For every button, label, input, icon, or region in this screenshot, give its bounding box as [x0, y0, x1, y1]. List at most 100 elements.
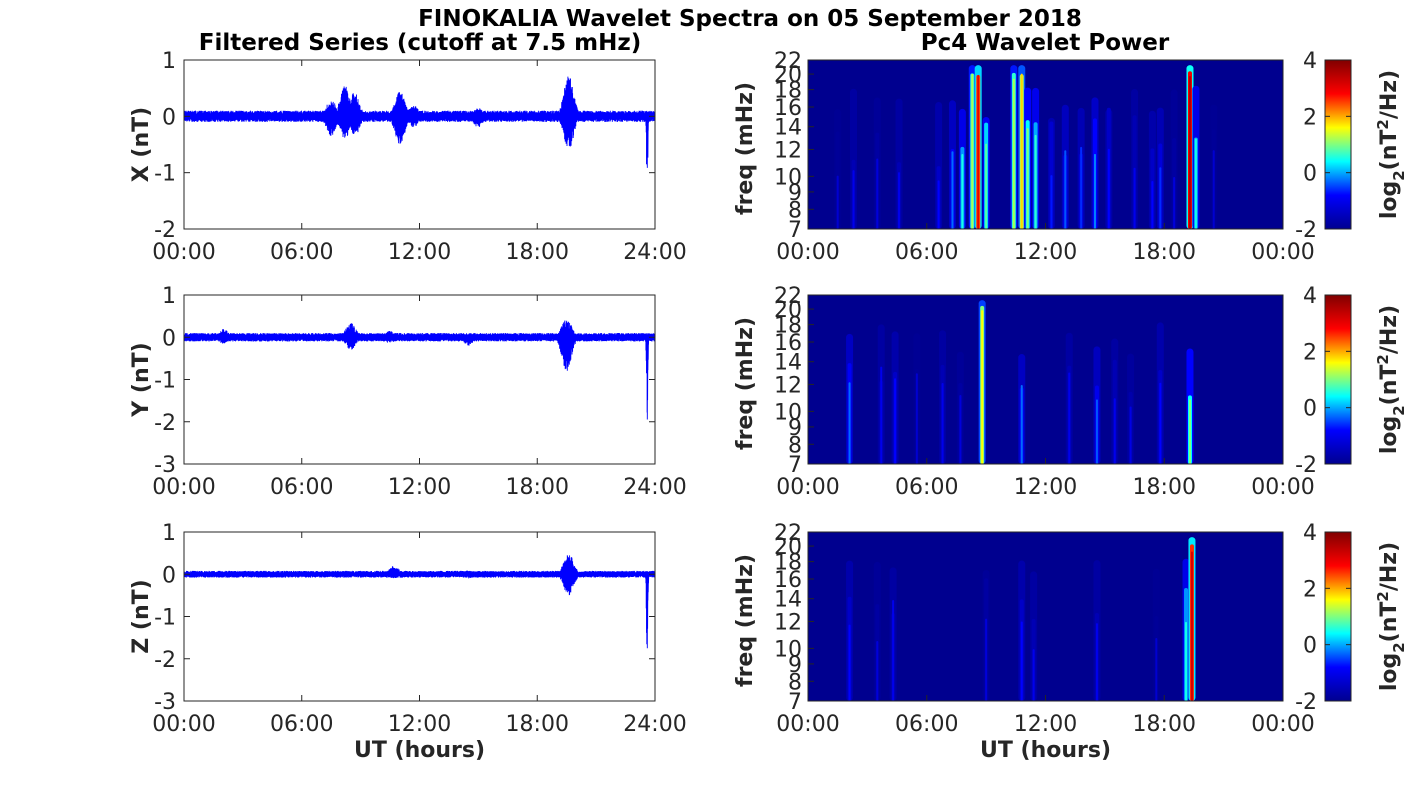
power-streak	[852, 170, 855, 229]
power-streak	[1212, 150, 1215, 229]
colorbar-tick-label: 2	[1303, 340, 1317, 365]
y-tick-label: 10	[774, 165, 802, 190]
y-tick-label: 16	[774, 96, 802, 121]
power-streak	[894, 378, 897, 464]
plot-area	[184, 60, 655, 229]
colorbar-tick-label: 4	[1303, 49, 1317, 74]
y-tick-label: 10	[774, 400, 802, 425]
x-tick-label: 12:00	[1014, 240, 1077, 265]
x-tick-label: 12:00	[388, 240, 451, 265]
colorbar-tick-label: 4	[1303, 521, 1317, 546]
power-streak	[1155, 638, 1158, 701]
x-tick-label: 00:00	[1251, 475, 1314, 500]
y-tick-label: 0	[162, 326, 176, 351]
colorbar-label-part: /Hz)	[1377, 542, 1402, 591]
colorbar-tick-label: -2	[1295, 453, 1317, 478]
y-tick-label: 22	[774, 521, 802, 546]
colorbar-tick-label: 4	[1303, 284, 1317, 309]
x-tick-label: 12:00	[1014, 712, 1077, 737]
y-tick-label: 18	[774, 79, 802, 104]
y-tick-label: 20	[774, 63, 802, 88]
colorbar-tick-label: 0	[1303, 162, 1317, 187]
plot-area	[184, 295, 655, 464]
y-tick-label: 9	[788, 181, 802, 206]
power-streak	[985, 618, 988, 701]
colorbar-label-part: (nT	[1377, 365, 1402, 406]
colorbar-label-part: (nT	[1377, 602, 1402, 643]
colorbar-label: log2(nT2/Hz)	[1374, 542, 1408, 691]
spectrum-background	[808, 532, 1283, 701]
spectrum-bursts	[846, 300, 1194, 464]
x-tick-label: 00:00	[152, 475, 215, 500]
series-panel-x-series: 1 0 -1 -200:00 06:00 12:00 18:00 24:00 X (nT)	[129, 49, 687, 265]
y-tick-label: 8	[788, 670, 802, 695]
x-tick-label: 06:00	[270, 475, 333, 500]
power-streak	[981, 310, 984, 464]
x-tick-label: 00:00	[776, 712, 839, 737]
x-tick-label: 18:00	[506, 712, 569, 737]
colorbar-tick-label: -2	[1295, 690, 1317, 715]
x-axis-label: UT (hours)	[980, 738, 1111, 763]
power-streak	[971, 73, 974, 229]
panels-group: 10-1-200:00 06:00 12:00 18:00 24:00X (nT)10-…	[129, 49, 1408, 763]
power-streak	[1173, 177, 1176, 229]
power-streak	[1095, 399, 1098, 464]
x-axis-label: UT (hours)	[354, 738, 485, 763]
colorbar-tick-label: 2	[1303, 577, 1317, 602]
power-streak	[1026, 128, 1029, 229]
y-tick-label: 10	[774, 637, 802, 662]
power-streak	[951, 151, 954, 229]
y-tick-label: -1	[154, 606, 176, 631]
spectrum-background	[808, 60, 1283, 229]
power-streak	[985, 143, 988, 229]
spectrum-bursts	[846, 537, 1196, 701]
x-tick-label: 06:00	[270, 712, 333, 737]
y-tick-label: -1	[154, 369, 176, 394]
power-streak	[1064, 150, 1067, 229]
colorbar-tick-label: 2	[1303, 105, 1317, 130]
left-column-title: Filtered Series (cutoff at 7.5 mHz)	[199, 30, 642, 56]
x-tick-label: 18:00	[1133, 712, 1196, 737]
power-streak	[1020, 73, 1023, 229]
x-tick-label: 24:00	[623, 712, 686, 737]
colorbar-label-part: /Hz)	[1377, 305, 1402, 354]
y-axis-label: Y (nT)	[129, 342, 154, 417]
spectrum-bursts	[834, 65, 1218, 229]
y-tick-label: 9	[788, 653, 802, 678]
x-tick-label: 06:00	[270, 240, 333, 265]
series-panel-z-series: 1 0 -1 -2 -300:00 06:00 12:00 18:00 24:00 Z (nT) U…	[129, 521, 687, 763]
y-tick-label: 14	[774, 351, 802, 376]
power-streak	[941, 383, 944, 464]
power-streak	[1185, 621, 1188, 701]
power-streak	[1151, 180, 1154, 229]
colorbar-gradient	[1324, 294, 1352, 465]
power-streak	[1188, 399, 1191, 464]
power-streak	[892, 600, 895, 701]
colorbar-label-part: 2	[1374, 354, 1392, 364]
right-column-title: Pc4 Wavelet Power	[921, 30, 1170, 56]
y-tick-label: 22	[774, 284, 802, 309]
colorbar-tick-label: 0	[1303, 397, 1317, 422]
power-streak	[1093, 153, 1096, 229]
x-tick-label: 12:00	[388, 712, 451, 737]
power-streak	[1012, 78, 1015, 229]
y-tick-label: 12	[774, 138, 802, 163]
y-tick-label: -2	[154, 411, 176, 436]
power-streak	[1159, 382, 1162, 464]
power-streak	[848, 624, 851, 701]
y-tick-label: 0	[162, 105, 176, 130]
power-streak	[1133, 167, 1136, 229]
y-tick-label: -3	[154, 690, 176, 715]
y-tick-label: -2	[154, 648, 176, 673]
power-streak	[1107, 148, 1110, 229]
series-line	[183, 555, 656, 649]
y-tick-label: 1	[162, 49, 176, 74]
y-tick-label: 18	[774, 314, 802, 339]
y-tick-label: -3	[154, 453, 176, 478]
colorbar-label-part: /Hz)	[1377, 70, 1402, 119]
power-streak	[898, 172, 901, 229]
x-tick-label: 00:00	[152, 712, 215, 737]
